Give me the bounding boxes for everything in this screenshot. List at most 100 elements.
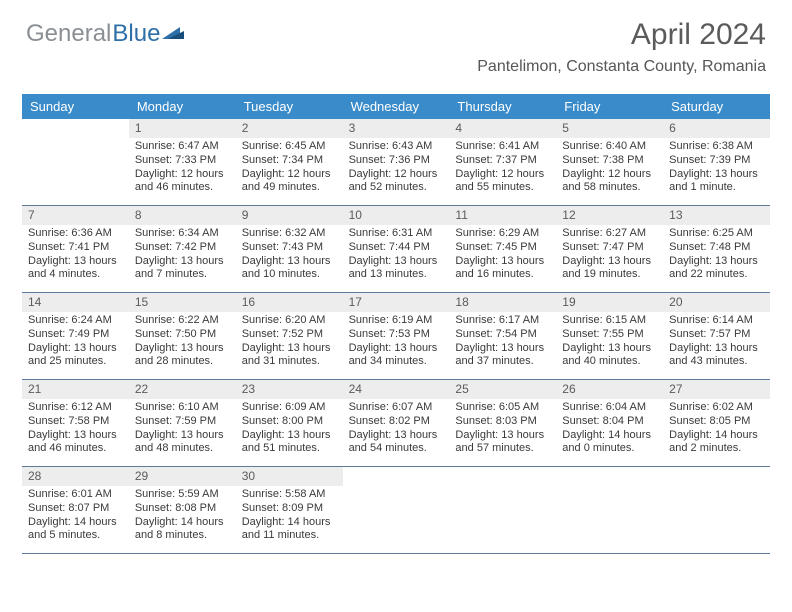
day-body: Sunrise: 6:10 AMSunset: 7:59 PMDaylight:…	[129, 399, 236, 460]
location-subtitle: Pantelimon, Constanta County, Romania	[477, 58, 766, 76]
day-cell: 12Sunrise: 6:27 AMSunset: 7:47 PMDayligh…	[556, 206, 663, 292]
sunrise-text: Sunrise: 6:24 AM	[28, 314, 123, 328]
daylight-text: Daylight: 13 hours and 22 minutes.	[669, 255, 764, 283]
sunrise-text: Sunrise: 6:38 AM	[669, 140, 764, 154]
day-cell: 16Sunrise: 6:20 AMSunset: 7:52 PMDayligh…	[236, 293, 343, 379]
sunrise-text: Sunrise: 6:31 AM	[349, 227, 444, 241]
daylight-text: Daylight: 13 hours and 46 minutes.	[28, 429, 123, 457]
day-body: Sunrise: 6:38 AMSunset: 7:39 PMDaylight:…	[663, 138, 770, 199]
sunrise-text: Sunrise: 6:02 AM	[669, 401, 764, 415]
sunrise-text: Sunrise: 6:19 AM	[349, 314, 444, 328]
brand-logo: General Blue	[26, 20, 184, 48]
week-row: 7Sunrise: 6:36 AMSunset: 7:41 PMDaylight…	[22, 206, 770, 293]
day-header: Monday	[129, 94, 236, 119]
day-number: 2	[236, 119, 343, 138]
day-cell: 25Sunrise: 6:05 AMSunset: 8:03 PMDayligh…	[449, 380, 556, 466]
daylight-text: Daylight: 13 hours and 34 minutes.	[349, 342, 444, 370]
day-cell: 30Sunrise: 5:58 AMSunset: 8:09 PMDayligh…	[236, 467, 343, 553]
sunset-text: Sunset: 7:41 PM	[28, 241, 123, 255]
daylight-text: Daylight: 14 hours and 5 minutes.	[28, 516, 123, 544]
sunrise-text: Sunrise: 6:27 AM	[562, 227, 657, 241]
day-cell: 27Sunrise: 6:02 AMSunset: 8:05 PMDayligh…	[663, 380, 770, 466]
day-number: 30	[236, 467, 343, 486]
day-cell: 22Sunrise: 6:10 AMSunset: 7:59 PMDayligh…	[129, 380, 236, 466]
sunrise-text: Sunrise: 6:05 AM	[455, 401, 550, 415]
day-body: Sunrise: 6:12 AMSunset: 7:58 PMDaylight:…	[22, 399, 129, 460]
day-body: Sunrise: 6:24 AMSunset: 7:49 PMDaylight:…	[22, 312, 129, 373]
day-header: Wednesday	[343, 94, 450, 119]
day-body	[449, 486, 556, 492]
day-body: Sunrise: 6:47 AMSunset: 7:33 PMDaylight:…	[129, 138, 236, 199]
sunset-text: Sunset: 7:36 PM	[349, 154, 444, 168]
day-body: Sunrise: 6:22 AMSunset: 7:50 PMDaylight:…	[129, 312, 236, 373]
daylight-text: Daylight: 13 hours and 25 minutes.	[28, 342, 123, 370]
day-cell: 7Sunrise: 6:36 AMSunset: 7:41 PMDaylight…	[22, 206, 129, 292]
day-body: Sunrise: 6:02 AMSunset: 8:05 PMDaylight:…	[663, 399, 770, 460]
sunset-text: Sunset: 7:43 PM	[242, 241, 337, 255]
day-number: 21	[22, 380, 129, 399]
day-cell: 13Sunrise: 6:25 AMSunset: 7:48 PMDayligh…	[663, 206, 770, 292]
week-row: 21Sunrise: 6:12 AMSunset: 7:58 PMDayligh…	[22, 380, 770, 467]
day-body: Sunrise: 5:58 AMSunset: 8:09 PMDaylight:…	[236, 486, 343, 547]
day-number: 8	[129, 206, 236, 225]
day-body: Sunrise: 6:05 AMSunset: 8:03 PMDaylight:…	[449, 399, 556, 460]
sunset-text: Sunset: 8:03 PM	[455, 415, 550, 429]
day-cell: 19Sunrise: 6:15 AMSunset: 7:55 PMDayligh…	[556, 293, 663, 379]
daylight-text: Daylight: 14 hours and 11 minutes.	[242, 516, 337, 544]
day-number: 11	[449, 206, 556, 225]
daylight-text: Daylight: 13 hours and 13 minutes.	[349, 255, 444, 283]
daylight-text: Daylight: 13 hours and 40 minutes.	[562, 342, 657, 370]
day-body: Sunrise: 6:19 AMSunset: 7:53 PMDaylight:…	[343, 312, 450, 373]
sunset-text: Sunset: 7:42 PM	[135, 241, 230, 255]
day-number: 27	[663, 380, 770, 399]
sunset-text: Sunset: 8:00 PM	[242, 415, 337, 429]
day-cell: 26Sunrise: 6:04 AMSunset: 8:04 PMDayligh…	[556, 380, 663, 466]
day-body: Sunrise: 6:25 AMSunset: 7:48 PMDaylight:…	[663, 225, 770, 286]
sunset-text: Sunset: 7:33 PM	[135, 154, 230, 168]
daylight-text: Daylight: 14 hours and 8 minutes.	[135, 516, 230, 544]
day-body: Sunrise: 6:31 AMSunset: 7:44 PMDaylight:…	[343, 225, 450, 286]
day-body: Sunrise: 6:40 AMSunset: 7:38 PMDaylight:…	[556, 138, 663, 199]
day-number: 24	[343, 380, 450, 399]
day-body: Sunrise: 6:43 AMSunset: 7:36 PMDaylight:…	[343, 138, 450, 199]
day-body: Sunrise: 6:27 AMSunset: 7:47 PMDaylight:…	[556, 225, 663, 286]
day-header-row: Sunday Monday Tuesday Wednesday Thursday…	[22, 94, 770, 119]
sunrise-text: Sunrise: 5:59 AM	[135, 488, 230, 502]
day-number: 5	[556, 119, 663, 138]
day-body: Sunrise: 6:34 AMSunset: 7:42 PMDaylight:…	[129, 225, 236, 286]
day-cell: 8Sunrise: 6:34 AMSunset: 7:42 PMDaylight…	[129, 206, 236, 292]
day-cell: 29Sunrise: 5:59 AMSunset: 8:08 PMDayligh…	[129, 467, 236, 553]
sunrise-text: Sunrise: 6:32 AM	[242, 227, 337, 241]
daylight-text: Daylight: 13 hours and 48 minutes.	[135, 429, 230, 457]
daylight-text: Daylight: 12 hours and 58 minutes.	[562, 168, 657, 196]
day-number: 6	[663, 119, 770, 138]
day-cell: 6Sunrise: 6:38 AMSunset: 7:39 PMDaylight…	[663, 119, 770, 205]
sunrise-text: Sunrise: 6:04 AM	[562, 401, 657, 415]
day-body	[663, 486, 770, 492]
daylight-text: Daylight: 12 hours and 55 minutes.	[455, 168, 550, 196]
day-cell	[22, 119, 129, 205]
title-block: April 2024 Pantelimon, Constanta County,…	[477, 18, 766, 76]
sunrise-text: Sunrise: 6:40 AM	[562, 140, 657, 154]
sunrise-text: Sunrise: 6:43 AM	[349, 140, 444, 154]
day-number: 10	[343, 206, 450, 225]
day-cell: 10Sunrise: 6:31 AMSunset: 7:44 PMDayligh…	[343, 206, 450, 292]
day-cell: 15Sunrise: 6:22 AMSunset: 7:50 PMDayligh…	[129, 293, 236, 379]
daylight-text: Daylight: 13 hours and 43 minutes.	[669, 342, 764, 370]
day-body: Sunrise: 6:17 AMSunset: 7:54 PMDaylight:…	[449, 312, 556, 373]
day-number: 23	[236, 380, 343, 399]
daylight-text: Daylight: 12 hours and 46 minutes.	[135, 168, 230, 196]
day-cell: 11Sunrise: 6:29 AMSunset: 7:45 PMDayligh…	[449, 206, 556, 292]
sunrise-text: Sunrise: 6:17 AM	[455, 314, 550, 328]
sunset-text: Sunset: 7:52 PM	[242, 328, 337, 342]
week-row: 1Sunrise: 6:47 AMSunset: 7:33 PMDaylight…	[22, 119, 770, 206]
daylight-text: Daylight: 13 hours and 1 minute.	[669, 168, 764, 196]
day-body: Sunrise: 6:36 AMSunset: 7:41 PMDaylight:…	[22, 225, 129, 286]
daylight-text: Daylight: 12 hours and 52 minutes.	[349, 168, 444, 196]
sunset-text: Sunset: 7:38 PM	[562, 154, 657, 168]
day-number: 17	[343, 293, 450, 312]
sunrise-text: Sunrise: 6:10 AM	[135, 401, 230, 415]
brand-text-2: Blue	[112, 20, 160, 48]
day-cell: 3Sunrise: 6:43 AMSunset: 7:36 PMDaylight…	[343, 119, 450, 205]
sunset-text: Sunset: 8:07 PM	[28, 502, 123, 516]
